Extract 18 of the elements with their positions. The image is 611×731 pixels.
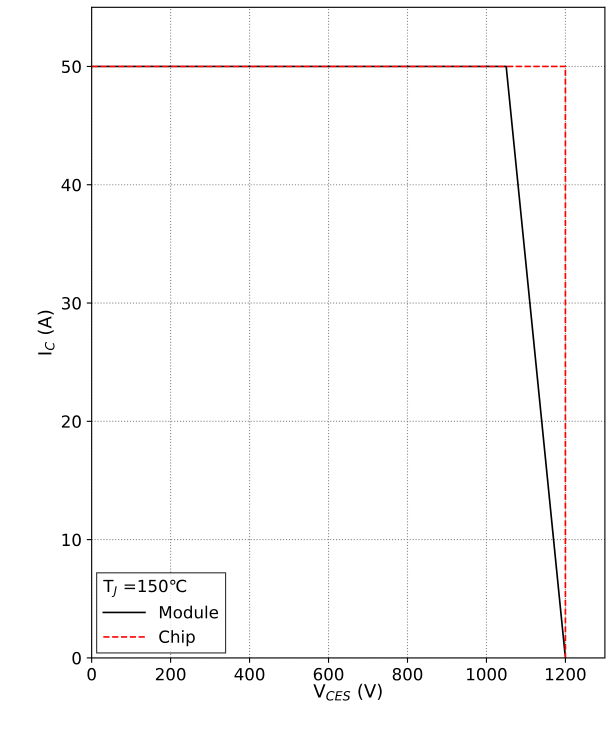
y-tick-label: 30 — [62, 296, 81, 310]
legend-label: Chip — [159, 630, 195, 646]
x-axis-title: V$_{CES}$ (V) — [313, 684, 382, 701]
legend-title: T$_{J}$ =150℃ — [103, 580, 186, 598]
y-tick-label: 0 — [72, 652, 81, 664]
y-axis-title: I$_{C}$ (A) — [38, 310, 55, 354]
x-tick-label: 200 — [156, 668, 186, 681]
x-tick-label: 400 — [234, 668, 264, 681]
y-tick-label: 10 — [62, 534, 81, 546]
y-tick-label: 20 — [62, 415, 81, 428]
y-tick-label: 40 — [62, 178, 81, 192]
x-tick-label: 800 — [392, 668, 422, 681]
x-tick-label: 0 — [87, 668, 96, 681]
y-tick-label: 50 — [62, 60, 81, 74]
x-tick-label: 1000 — [467, 668, 507, 681]
x-tick-label: 1200 — [546, 668, 586, 681]
legend-label: Module — [160, 606, 218, 619]
x-tick-label: 600 — [314, 668, 344, 681]
